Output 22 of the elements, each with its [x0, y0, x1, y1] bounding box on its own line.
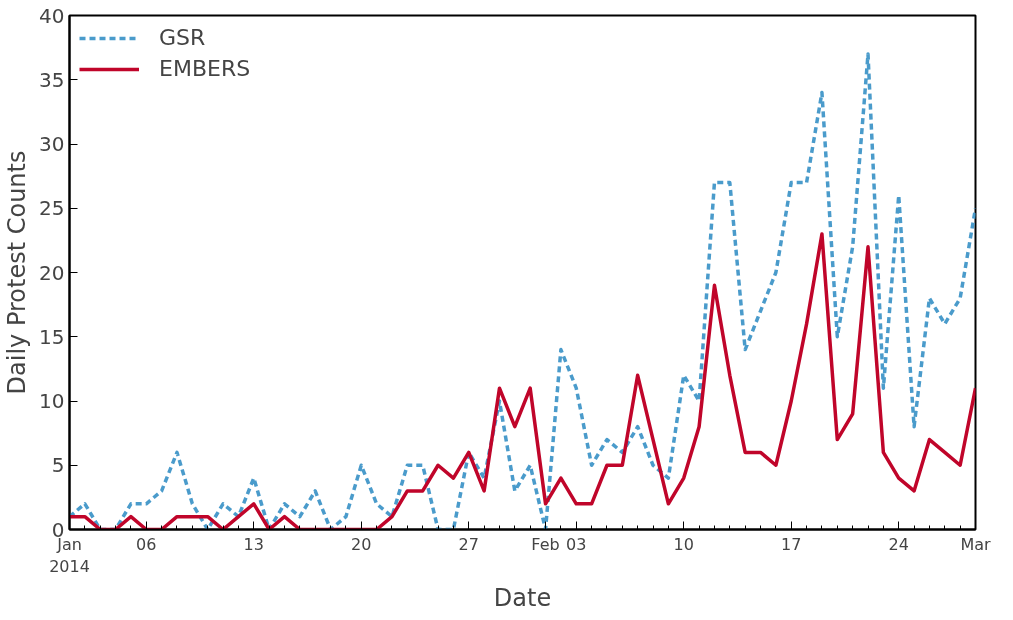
x-tick-label: Mar [960, 534, 992, 554]
x-tick-label: 27 [458, 534, 479, 554]
y-tick-label: 35 [39, 67, 65, 92]
legend-label: GSR [159, 25, 206, 50]
y-tick-label: 30 [39, 132, 65, 156]
x-axis-title: Date [493, 584, 552, 613]
x-tick-label: 10 [673, 534, 694, 554]
x-tick-label: Feb [531, 534, 560, 554]
y-tick-label: 20 [39, 260, 65, 285]
y-tick-label: 10 [39, 389, 65, 413]
y-tick-label: 25 [39, 196, 65, 221]
x-tick-label: 20 [351, 534, 372, 554]
y-axis-title: Daily Protest Counts [3, 150, 32, 395]
x-tick-label: 24 [888, 534, 909, 554]
y-tick-label: 40 [39, 3, 65, 28]
x-tick-label: 17 [781, 534, 802, 554]
y-tick-label: 5 [51, 453, 65, 478]
x-tick-label: 06 [136, 534, 157, 554]
legend-label: EMBERS [159, 56, 251, 81]
y-tick-label: 15 [39, 324, 65, 349]
x-tick-label: 03 [566, 534, 587, 554]
x-tick-label: 13 [243, 534, 264, 554]
